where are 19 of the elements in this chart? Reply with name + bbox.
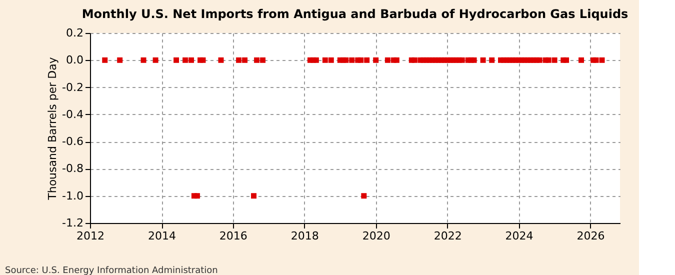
x-tick-label: 2026 [576,230,605,242]
y-tick-label: -0.4 [62,108,84,121]
y-tick-label: 0.0 [66,54,84,67]
x-tick-label: 2024 [505,230,534,242]
chart-title: Monthly U.S. Net Imports from Antigua and Barbuda of Hydrocarbon Gas Liquids [82,7,628,21]
x-tick-label: 2022 [434,230,462,242]
y-tick-label: -0.8 [62,162,84,176]
y-tick-label: 0.2 [66,26,84,40]
source-note: Source: U.S. Energy Information Administration [5,266,218,275]
x-tick-label: 2016 [219,230,248,242]
x-tick-label: 2020 [362,230,390,242]
y-tick-label: -0.2 [62,80,84,94]
x-tick-label: 2014 [148,230,176,242]
x-tick-label: 2018 [290,230,319,242]
y-tick-label: -1.0 [62,189,84,202]
y-axis-title: Thousand Barrels per Day [46,56,60,201]
y-tick-label: -0.6 [62,135,84,148]
y-tick-label: -1.2 [62,216,84,230]
x-tick-label: 2012 [76,230,104,242]
